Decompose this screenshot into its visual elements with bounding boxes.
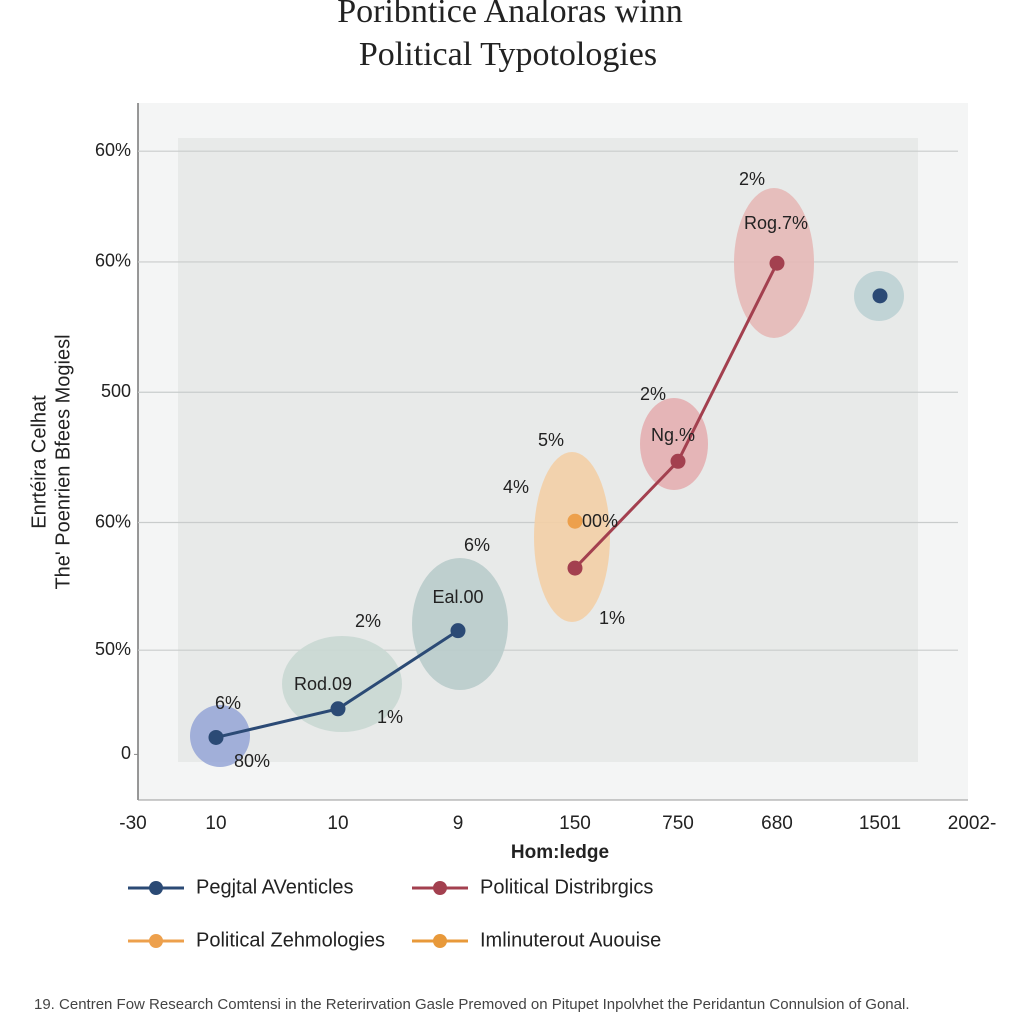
chart-title: Political Typotologies xyxy=(359,36,657,73)
legend-label: Political Distribrgics xyxy=(480,876,653,898)
annotation: 2% xyxy=(355,611,381,631)
y-axis-label: Enrtéira Celhat xyxy=(28,395,50,529)
x-tick-label: 10 xyxy=(327,813,348,834)
annotation: 1% xyxy=(599,608,625,628)
annotation: 80% xyxy=(234,751,270,771)
chart-title: Poribntice Analoras winn xyxy=(337,0,683,30)
legend-swatch xyxy=(149,934,163,948)
data-point xyxy=(330,701,346,717)
y-tick-label: 60% xyxy=(95,511,131,531)
annotation: 2% xyxy=(739,169,765,189)
data-point xyxy=(208,729,224,745)
highlight xyxy=(282,636,402,732)
annotation: 2% xyxy=(640,384,666,404)
legend-swatch xyxy=(149,881,163,895)
annotation: 6% xyxy=(215,693,241,713)
x-tick-label: 750 xyxy=(662,813,694,834)
data-point xyxy=(670,453,686,469)
y-tick-label: 500 xyxy=(101,381,131,401)
annotation: 4% xyxy=(503,477,529,497)
x-tick-label: 680 xyxy=(761,813,793,834)
x-tick-label: 2002- xyxy=(948,813,997,834)
highlight xyxy=(534,452,610,622)
y-axis-label: The' Poenrien Bfees Mogiesl xyxy=(52,334,74,589)
annotation: 5% xyxy=(538,430,564,450)
x-tick-label: 150 xyxy=(559,813,591,834)
x-axis-label: Hom:ledge xyxy=(511,842,609,863)
annotation: 1% xyxy=(377,707,403,727)
annotation: Ng.% xyxy=(651,425,695,445)
annotation: Rod.09 xyxy=(294,674,352,694)
data-point xyxy=(567,560,583,576)
legend-label: Pegjtal AVenticles xyxy=(196,876,354,898)
annotation: 00% xyxy=(582,511,618,531)
annotation: 6% xyxy=(464,535,490,555)
y-tick-label: 50% xyxy=(95,639,131,659)
data-point xyxy=(872,288,888,304)
x-tick-label: 1501 xyxy=(859,813,901,834)
annotation: Rog.7% xyxy=(744,213,808,233)
legend-label: Political Zehmologies xyxy=(196,929,385,951)
y-tick-label: 60% xyxy=(95,140,131,160)
x-tick-label: 10 xyxy=(205,813,226,834)
footnote: 19. Centren Fow Research Comtensi in the… xyxy=(34,996,910,1013)
legend-swatch xyxy=(433,881,447,895)
data-point xyxy=(769,255,785,271)
legend-swatch xyxy=(433,934,447,948)
data-point xyxy=(567,513,583,529)
y-tick-label: 0 xyxy=(121,743,131,763)
annotation: Eal.00 xyxy=(432,587,483,607)
highlight xyxy=(640,398,708,490)
x-tick-label: 9 xyxy=(453,813,464,834)
data-point xyxy=(450,623,466,639)
x-tick-label: -30 xyxy=(119,813,146,834)
y-tick-label: 60% xyxy=(95,251,131,271)
legend-label: Imlinuterout Auouise xyxy=(480,929,661,951)
